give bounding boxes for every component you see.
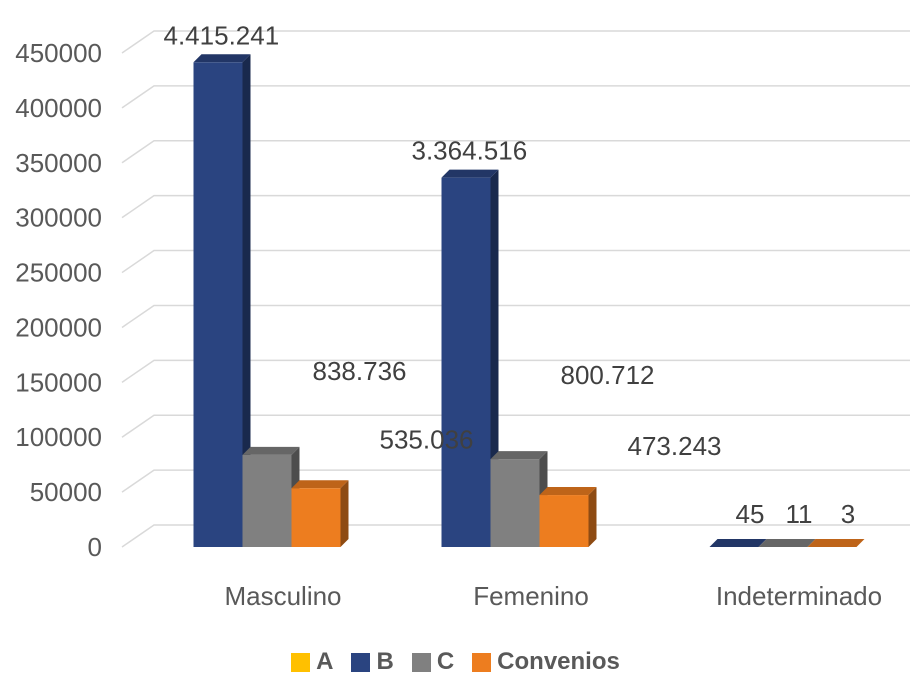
bar-b-femenino <box>441 169 499 547</box>
legend-swatch <box>411 652 431 672</box>
bar-b-indeterminado <box>709 538 767 547</box>
x-category-label: Masculino <box>224 581 341 611</box>
gridline <box>121 359 910 383</box>
gridline <box>121 85 910 109</box>
bar-chart: 0 50000 100000 150000 200000 250000 300000 3500… <box>15 20 910 611</box>
legend-item: Convenios <box>472 648 620 676</box>
y-tick-label: 0 <box>88 532 102 562</box>
legend-swatch <box>472 652 492 672</box>
y-tick-label: 400000 <box>15 93 102 123</box>
y-tick-label: 350000 <box>15 148 102 178</box>
data-label: 473.243 <box>628 431 722 461</box>
legend-item: B <box>351 648 394 676</box>
legend-swatch <box>291 652 311 672</box>
gridline <box>121 249 910 274</box>
gridline <box>121 194 910 219</box>
bar-c-indeterminado <box>758 538 816 547</box>
legend-label: Convenios <box>497 648 620 675</box>
legend-item: C <box>411 648 455 676</box>
x-category-label: Indeterminado <box>716 581 882 611</box>
bars <box>193 54 865 547</box>
data-label: 535.036 <box>380 424 474 454</box>
x-axis-categories: Masculino Femenino Indeterminado <box>224 581 882 611</box>
bar-c-femenino <box>490 451 548 547</box>
y-tick-label: 50000 <box>30 477 102 507</box>
legend: A B C Convenios <box>0 648 911 676</box>
y-tick-label: 250000 <box>15 258 102 288</box>
legend-label: C <box>436 648 455 675</box>
data-label: 11 <box>786 499 813 529</box>
gridlines <box>121 30 910 548</box>
data-label: 800.712 <box>561 360 655 390</box>
gridline <box>121 30 910 54</box>
data-label: 3 <box>841 499 855 529</box>
data-labels: 4.415.241 838.736 535.036 3.364.516 800.712 4… <box>164 20 856 529</box>
data-label: 45 <box>736 499 765 529</box>
gridline <box>121 414 910 438</box>
y-tick-label: 450000 <box>15 38 102 68</box>
y-tick-label: 100000 <box>15 422 102 452</box>
gridline <box>121 304 910 329</box>
gridline <box>121 469 910 493</box>
legend-item: A <box>291 648 333 676</box>
y-tick-label: 200000 <box>15 312 102 342</box>
bar-c-masculino <box>242 446 300 547</box>
gridline <box>121 140 910 164</box>
bar-convenios-indeterminado <box>807 538 865 547</box>
data-label: 3.364.516 <box>412 136 528 166</box>
y-axis-ticks: 0 50000 100000 150000 200000 250000 300000 3500… <box>15 38 102 562</box>
bar-convenios-femenino <box>539 487 597 547</box>
bar-b-masculino <box>193 54 251 547</box>
y-tick-label: 300000 <box>15 203 102 233</box>
gridline <box>121 524 910 548</box>
legend-swatch <box>351 652 371 672</box>
data-label: 838.736 <box>313 356 407 386</box>
bar-convenios-masculino <box>291 480 349 547</box>
data-label: 4.415.241 <box>164 20 280 50</box>
y-tick-label: 150000 <box>15 367 102 397</box>
legend-label: B <box>376 648 394 675</box>
legend-label: A <box>316 648 334 675</box>
x-category-label: Femenino <box>473 581 589 611</box>
